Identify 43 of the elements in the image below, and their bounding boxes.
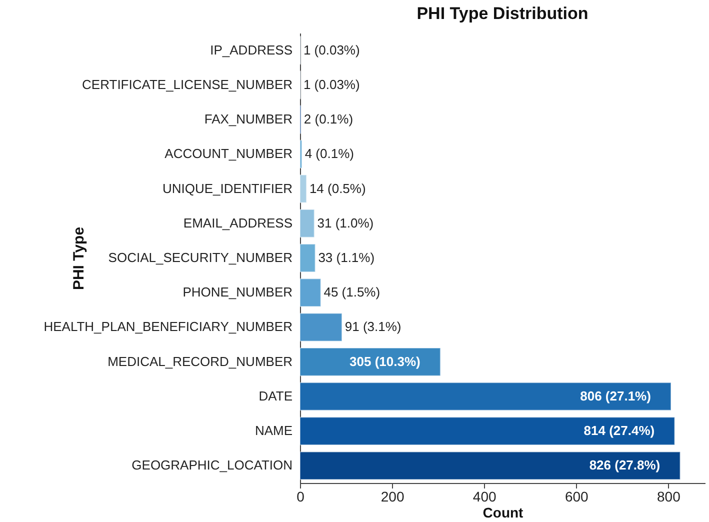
data-label: 45 (1.5%) [324,284,380,300]
data-label: 1 (0.03%) [303,42,360,58]
bar [300,174,307,204]
data-label: 2 (0.1%) [304,112,354,127]
chart-title: PHI Type Distribution [416,4,588,23]
bar [300,209,315,238]
bar [300,312,342,342]
y-tick-label: SOCIAL_SECURITY_NUMBER [108,250,292,265]
y-tick-label: HEALTH_PLAN_BENEFICIARY_NUMBER [44,319,292,334]
x-tick-label: 800 [657,488,681,504]
y-tick-label: FAX_NUMBER [204,112,292,127]
bar [300,382,672,411]
bar [300,278,322,307]
bar [300,416,676,446]
data-label: 806 (27.1%) [580,388,651,404]
data-label: 14 (0.5%) [309,180,366,196]
y-tick-label: NAME [254,423,293,438]
y-tick-label: MEDICAL_RECORD_NUMBER [108,354,292,369]
data-label: 4 (0.1%) [304,146,354,162]
x-tick-label: 200 [380,488,404,504]
x-tick-label: 400 [472,488,496,504]
x-tick-label: 0 [296,488,305,504]
y-tick-label: GEOGRAPHIC_LOCATION [132,458,292,473]
data-label: 33 (1.1%) [318,250,375,265]
y-tick-label: CERTIFICATE_LICENSE_NUMBER [82,76,292,92]
y-tick-label: ACCOUNT_NUMBER [164,146,292,162]
data-label: 826 (27.8%) [589,458,660,473]
bar [300,244,316,272]
x-axis-title: Count [482,504,524,520]
data-label: 31 (1.0%) [317,215,374,230]
data-label: 91 (3.1%) [344,319,402,334]
data-label: 305 (10.3%) [350,354,420,369]
bar [300,451,681,480]
y-tick-label: PHONE_NUMBER [182,284,292,300]
y-tick-label: EMAIL_ADDRESS [183,215,293,230]
data-label: 814 (27.4%) [584,423,655,438]
y-tick-label: DATE [258,388,293,404]
y-tick-label: UNIQUE_IDENTIFIER [162,180,292,196]
bar [300,348,441,376]
x-tick-label: 600 [564,488,589,504]
y-tick-label: IP_ADDRESS [210,42,293,58]
data-label: 1 (0.03%) [303,76,360,92]
y-axis-title: PHI Type [70,226,88,290]
